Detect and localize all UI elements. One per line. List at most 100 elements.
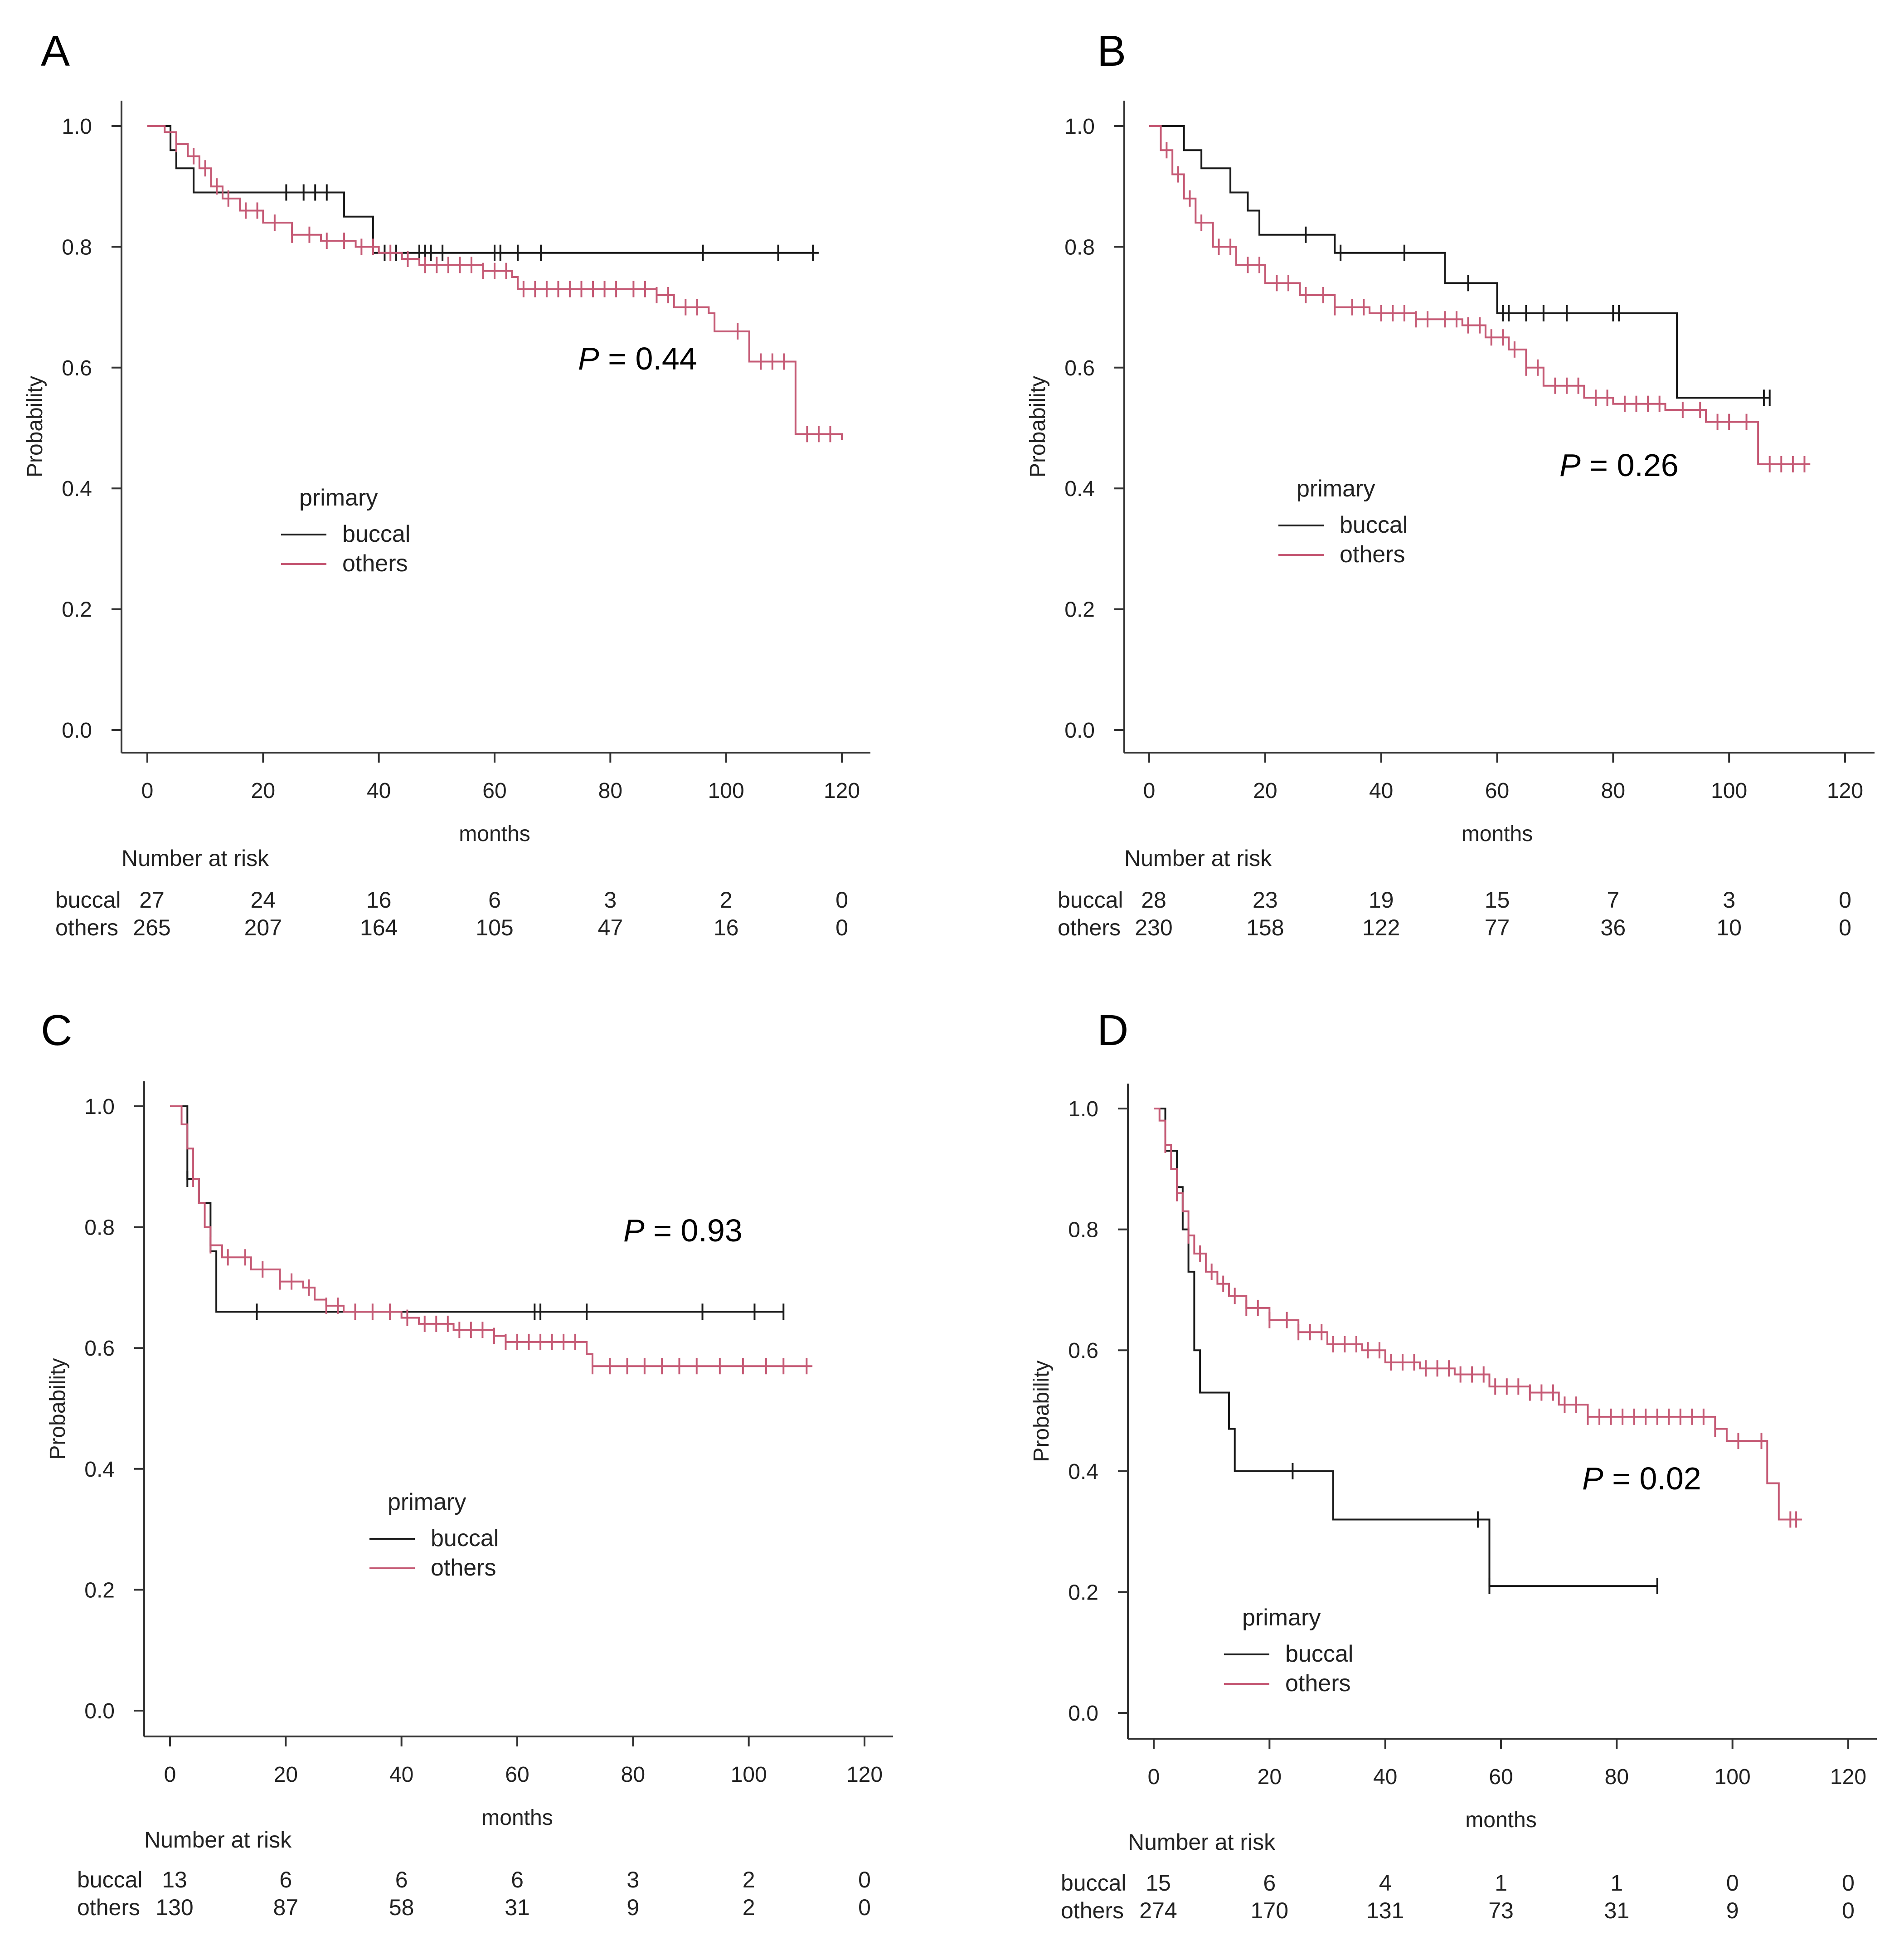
risk-value: 131 [1366, 1898, 1404, 1923]
risk-value: 19 [1369, 887, 1394, 913]
risk-value: 0 [1839, 915, 1851, 940]
legend-label-buccal: buccal [1285, 1641, 1353, 1667]
risk-value: 7 [1607, 887, 1619, 913]
x-tick-label: 60 [505, 1763, 529, 1787]
risk-value: 2 [743, 1895, 755, 1920]
y-tick-label: 0.4 [84, 1458, 115, 1482]
x-tick-label: 0 [164, 1763, 176, 1787]
x-tick-label: 80 [1601, 779, 1625, 803]
risk-value: 1 [1495, 1870, 1507, 1896]
x-tick-label: 100 [1715, 1765, 1751, 1789]
risk-value: 15 [1485, 887, 1510, 913]
survival-curve-buccal [170, 1105, 784, 1313]
panel-letter: A [41, 27, 70, 75]
legend: primary buccal others [281, 485, 410, 577]
survival-curve-buccal [1154, 1108, 1657, 1587]
legend: primary buccal others [1278, 476, 1408, 568]
y-tick-label: 0.2 [62, 598, 92, 622]
risk-value: 77 [1485, 915, 1510, 940]
risk-value: 27 [139, 887, 165, 913]
risk-row-label-buccal: buccal [77, 1867, 143, 1892]
y-tick-label: 0.2 [1064, 598, 1095, 622]
km-panel-d: D0.00.20.40.60.81.00 20 40 60 80 100 120months… [1030, 1006, 1877, 1923]
y-tick-label: 1.0 [62, 115, 92, 139]
legend-label-others: others [431, 1555, 496, 1581]
y-tick-label: 0.2 [84, 1578, 115, 1602]
legend-label-others: others [1285, 1670, 1351, 1697]
x-tick-label: 20 [251, 779, 275, 803]
y-tick-label: 0.6 [62, 356, 92, 380]
y-tick-label: 0.6 [1064, 356, 1095, 380]
y-tick-label: 0.0 [62, 719, 92, 743]
y-tick-label: 1.0 [84, 1095, 115, 1119]
panel-letter: B [1097, 27, 1126, 75]
risk-value: 2 [743, 1867, 755, 1892]
risk-row-label-others: others [77, 1895, 140, 1920]
risk-value: 0 [858, 1895, 871, 1920]
x-tick-label: 120 [846, 1763, 883, 1787]
risk-value: 6 [395, 1867, 408, 1892]
y-tick-label: 0.0 [84, 1699, 115, 1723]
risk-value: 0 [835, 915, 848, 940]
x-tick-label: 0 [1148, 1765, 1160, 1789]
p-value-annotation: P = 0.26 [1559, 447, 1679, 483]
x-tick-label: 60 [1489, 1765, 1513, 1789]
risk-value: 36 [1601, 915, 1626, 940]
risk-value: 3 [1723, 887, 1735, 913]
y-tick-label: 0.4 [1064, 477, 1095, 501]
km-panel-c: C0.00.20.40.60.81.00 20 40 60 80 100 120months… [41, 1006, 893, 1920]
x-tick-label: 20 [1253, 779, 1277, 803]
legend-label-others: others [1340, 541, 1405, 568]
risk-value: 9 [1726, 1898, 1739, 1923]
risk-value: 230 [1135, 915, 1172, 940]
y-tick-label: 0.8 [84, 1216, 115, 1240]
y-axis-label: Probability [23, 376, 47, 477]
x-axis-label: months [1462, 822, 1533, 846]
risk-value: 87 [273, 1895, 299, 1920]
risk-value: 1 [1610, 1870, 1623, 1896]
y-tick-label: 0.6 [1068, 1339, 1098, 1363]
x-tick-label: 80 [621, 1763, 645, 1787]
y-tick-label: 0.8 [1064, 235, 1095, 259]
risk-value: 10 [1716, 915, 1742, 940]
risk-row-label-others: others [1058, 915, 1121, 940]
risk-value: 4 [1379, 1870, 1392, 1896]
y-tick-label: 1.0 [1068, 1097, 1098, 1121]
legend-title: primary [299, 485, 378, 511]
p-value-annotation: P = 0.93 [623, 1213, 743, 1248]
x-tick-label: 100 [731, 1763, 767, 1787]
risk-value: 73 [1488, 1898, 1514, 1923]
risk-value: 2 [720, 887, 733, 913]
y-tick-label: 0.0 [1068, 1702, 1098, 1726]
legend-title: primary [1297, 476, 1375, 502]
risk-value: 0 [1726, 1870, 1739, 1896]
risk-value: 6 [279, 1867, 292, 1892]
risk-value: 31 [505, 1895, 530, 1920]
x-tick-label: 120 [1830, 1765, 1866, 1789]
x-axis-label: months [459, 822, 530, 846]
x-tick-label: 0 [141, 779, 154, 803]
x-tick-label: 80 [598, 779, 622, 803]
risk-value: 274 [1139, 1898, 1177, 1923]
legend-title: primary [1242, 1605, 1321, 1631]
risk-value: 0 [1842, 1898, 1855, 1923]
risk-value: 24 [251, 887, 276, 913]
x-tick-label: 120 [1827, 779, 1863, 803]
risk-value: 265 [133, 915, 170, 940]
y-tick-label: 0.2 [1068, 1581, 1098, 1605]
y-axis-label: Probability [46, 1358, 70, 1459]
x-tick-label: 20 [274, 1763, 298, 1787]
risk-row-label-buccal: buccal [55, 887, 121, 913]
risk-value: 28 [1141, 887, 1166, 913]
risk-value: 15 [1146, 1870, 1171, 1896]
risk-row-label-buccal: buccal [1058, 887, 1123, 913]
x-tick-label: 60 [482, 779, 506, 803]
risk-table-title: Number at risk [1124, 846, 1272, 871]
risk-value: 158 [1246, 915, 1284, 940]
survival-curve-others [147, 125, 843, 440]
risk-value: 58 [389, 1895, 414, 1920]
